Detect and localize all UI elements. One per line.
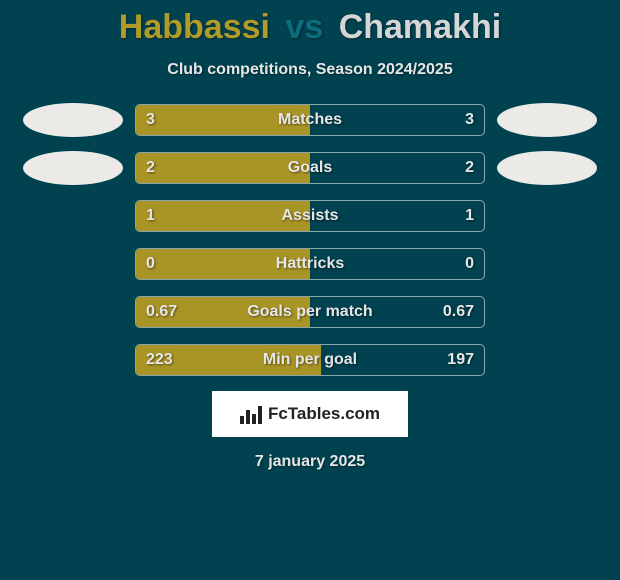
stat-value-right: 2 [465,159,474,177]
stat-value-left: 2 [146,159,155,177]
stat-label: Min per goal [263,351,357,369]
player2-name: Chamakhi [339,8,502,46]
stat-bar: 223 197 Min per goal [135,344,485,376]
stat-value-right: 1 [465,207,474,225]
stat-value-left: 1 [146,207,155,225]
avatar-spacer [497,199,597,233]
branding-text: FcTables.com [268,404,380,424]
stat-row: 3 3 Matches [0,103,620,137]
stat-value-right: 0.67 [443,303,474,321]
stat-bar: 1 1 Assists [135,200,485,232]
vs-label: vs [285,8,323,46]
player2-avatar [497,103,597,137]
bar-chart-icon [240,404,262,424]
avatar-spacer [23,343,123,377]
stat-bar: 3 3 Matches [135,104,485,136]
stat-bar: 0.67 0.67 Goals per match [135,296,485,328]
stat-value-right: 0 [465,255,474,273]
avatar-spacer [497,247,597,281]
avatar-spacer [497,295,597,329]
snapshot-date: 7 january 2025 [0,453,620,471]
stat-row: 223 197 Min per goal [0,343,620,377]
stat-row: 0 0 Hattricks [0,247,620,281]
avatar-spacer [23,199,123,233]
stat-value-left: 0 [146,255,155,273]
player1-avatar [23,103,123,137]
stat-label: Goals per match [247,303,372,321]
branding-badge: FcTables.com [212,391,408,437]
avatar-spacer [23,247,123,281]
stat-row: 0.67 0.67 Goals per match [0,295,620,329]
comparison-title: Habbassi vs Chamakhi [0,0,620,47]
stat-bar: 0 0 Hattricks [135,248,485,280]
stat-value-right: 197 [447,351,474,369]
player2-avatar [497,151,597,185]
stat-row: 2 2 Goals [0,151,620,185]
stat-value-left: 223 [146,351,173,369]
stat-value-right: 3 [465,111,474,129]
stat-label: Goals [288,159,332,177]
stat-bar-fill [136,153,310,183]
stat-value-left: 0.67 [146,303,177,321]
stats-chart: 3 3 Matches 2 2 Goals 1 1 Assists 0 0 Hattricks 0.67… [0,103,620,377]
stat-value-left: 3 [146,111,155,129]
avatar-spacer [23,295,123,329]
subtitle: Club competitions, Season 2024/2025 [0,61,620,79]
stat-label: Hattricks [276,255,344,273]
stat-bar: 2 2 Goals [135,152,485,184]
stat-label: Assists [282,207,339,225]
player1-avatar [23,151,123,185]
stat-label: Matches [278,111,342,129]
player1-name: Habbassi [119,8,270,46]
stat-row: 1 1 Assists [0,199,620,233]
avatar-spacer [497,343,597,377]
